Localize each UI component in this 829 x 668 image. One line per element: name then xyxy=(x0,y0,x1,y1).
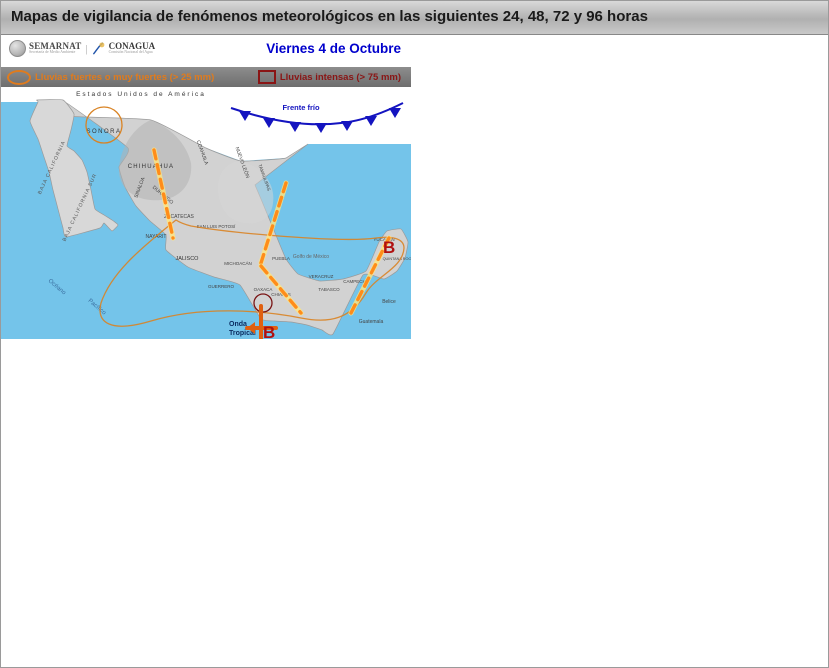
svg-text:PUEBLA: PUEBLA xyxy=(272,256,290,261)
svg-text:GUERRERO: GUERRERO xyxy=(208,284,235,289)
svg-text:Frente frío: Frente frío xyxy=(282,103,320,112)
svg-text:B: B xyxy=(263,323,275,339)
svg-text:OAXACA: OAXACA xyxy=(254,287,273,292)
svg-text:TABASCO: TABASCO xyxy=(318,287,340,292)
svg-text:B: B xyxy=(383,238,395,257)
svg-text:Estados Unidos de América: Estados Unidos de América xyxy=(76,91,206,98)
svg-text:MICHOACÁN: MICHOACÁN xyxy=(224,260,252,266)
svg-text:VERACRUZ: VERACRUZ xyxy=(309,274,334,279)
svg-text:JALISCO: JALISCO xyxy=(176,256,200,262)
svg-text:CHIHUAHUA: CHIHUAHUA xyxy=(128,164,174,170)
svg-text:Belice: Belice xyxy=(382,299,396,305)
svg-text:SONORA: SONORA xyxy=(86,129,121,135)
svg-text:Golfo de México: Golfo de México xyxy=(293,254,329,260)
svg-text:QUINTANA ROO: QUINTANA ROO xyxy=(383,257,411,261)
svg-text:Onda: Onda xyxy=(229,321,247,328)
svg-text:Guatemala: Guatemala xyxy=(359,319,384,325)
